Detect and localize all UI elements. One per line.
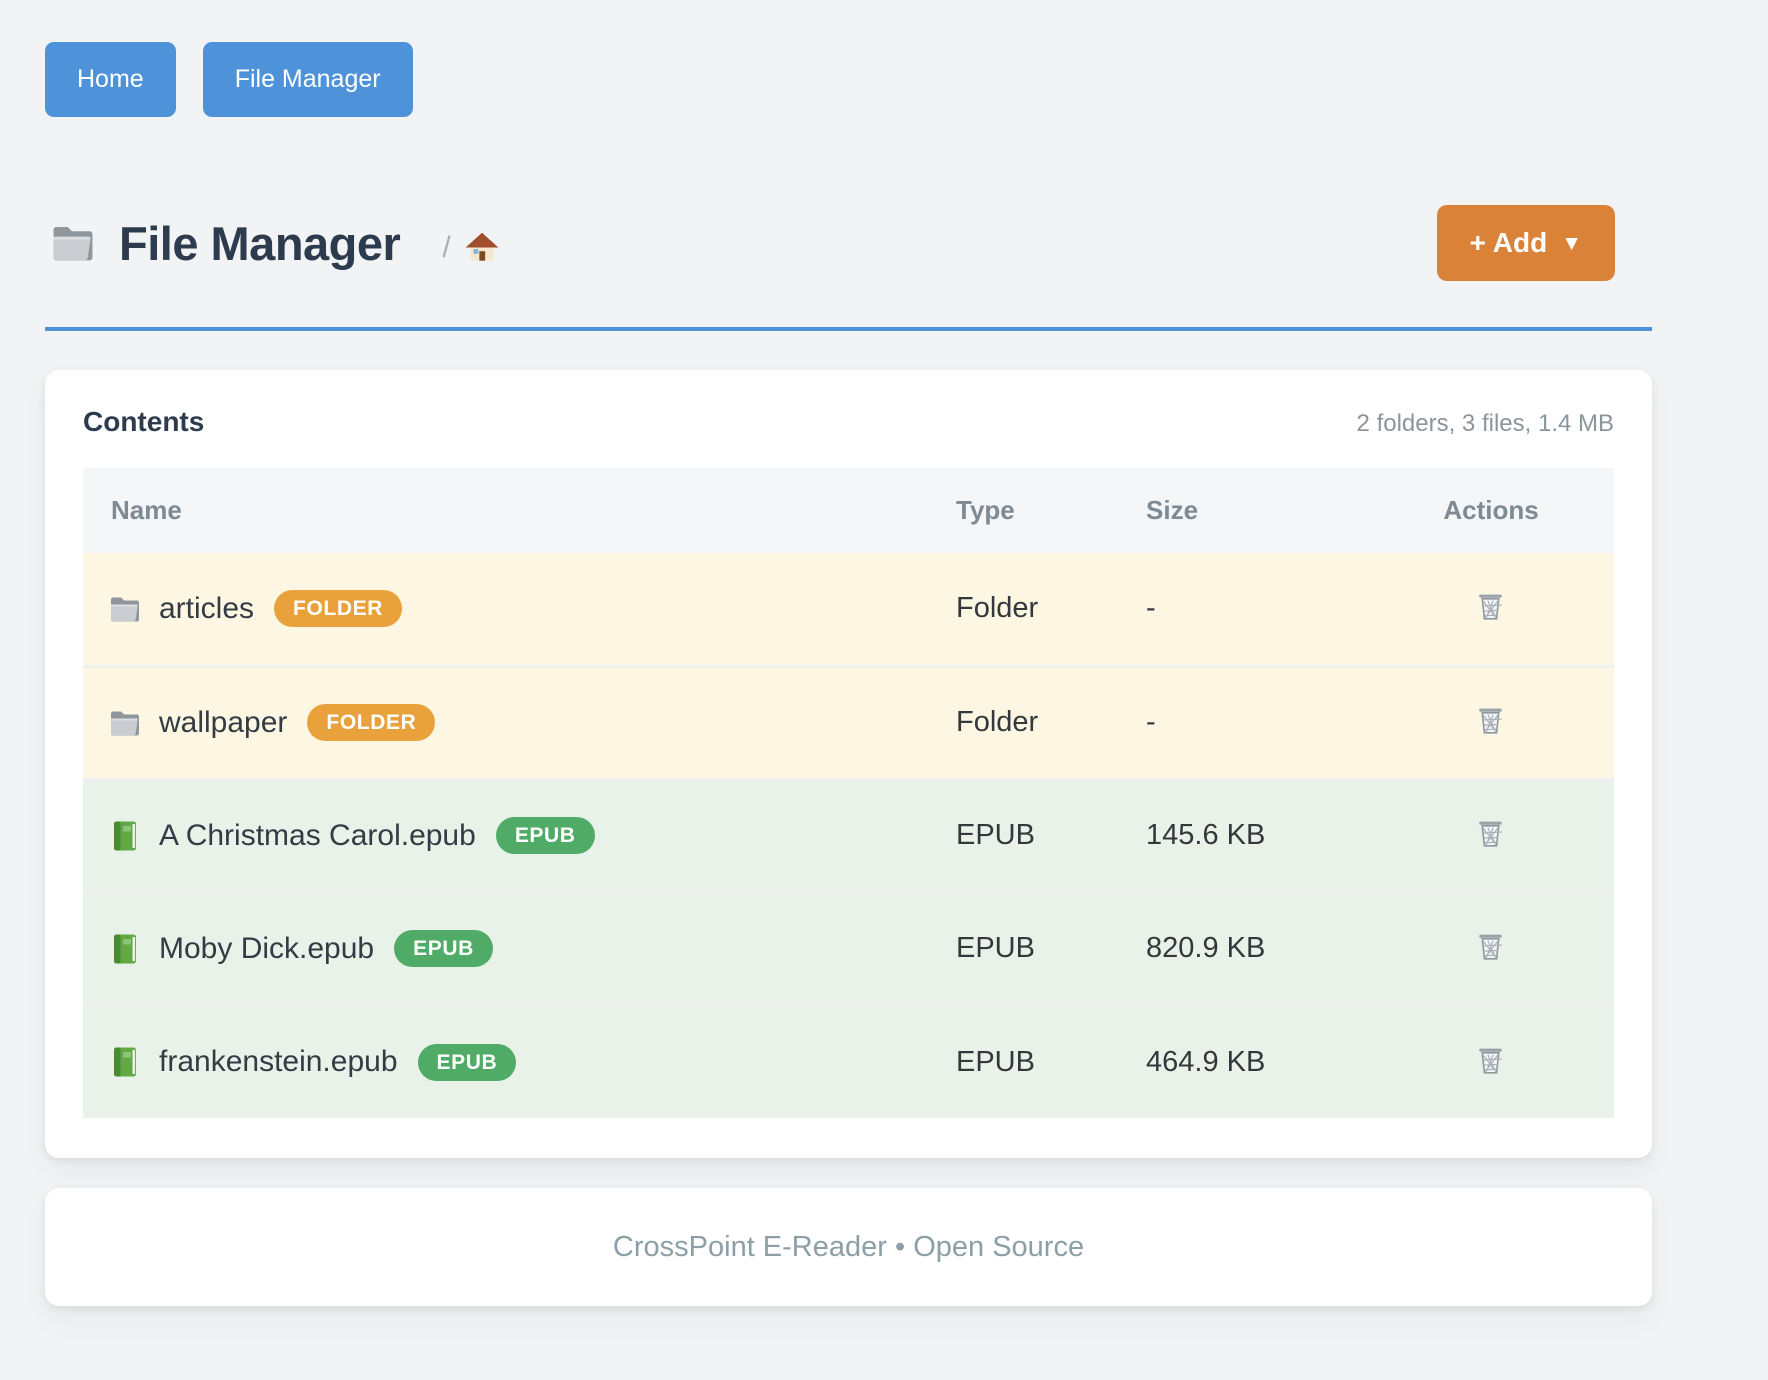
table-row: articles FOLDER Folder -	[83, 553, 1614, 666]
file-name[interactable]: wallpaper	[159, 705, 288, 739]
file-type: EPUB	[928, 1003, 1118, 1118]
delete-button[interactable]	[1468, 1038, 1513, 1083]
delete-button[interactable]	[1468, 698, 1513, 743]
breadcrumb-separator: /	[442, 231, 451, 264]
folder-icon	[45, 218, 101, 268]
header-divider	[45, 327, 1652, 331]
name-cell: frankenstein.epub EPUB	[83, 1003, 928, 1118]
contents-card-header: Contents 2 folders, 3 files, 1.4 MB	[83, 406, 1614, 438]
footer-text: CrossPoint E-Reader • Open Source	[612, 1230, 1085, 1263]
add-button-label: + Add	[1469, 227, 1548, 258]
name-cell: wallpaper FOLDER	[83, 664, 928, 779]
delete-button[interactable]	[1468, 584, 1513, 629]
file-type: Folder	[928, 553, 1118, 666]
file-name[interactable]: Moby Dick.epub	[159, 931, 375, 965]
file-table-header: Name Type Size Actions	[83, 468, 1614, 553]
trash-icon	[1472, 1042, 1509, 1079]
type-badge: EPUB	[495, 817, 595, 854]
book-icon	[107, 818, 143, 854]
file-table: Name Type Size Actions articles FOLDER Fol…	[83, 468, 1614, 1118]
page-header: File Manager / + Add ▼	[45, 205, 1652, 281]
file-name[interactable]: frankenstein.epub	[159, 1045, 398, 1079]
type-badge: EPUB	[417, 1043, 517, 1081]
page-container: Home File Manager File Manager / + Add ▼…	[45, 0, 1652, 1306]
table-row: frankenstein.epub EPUB EPUB 464.9 KB	[83, 1003, 1614, 1118]
column-header-actions: Actions	[1368, 468, 1614, 553]
actions-cell	[1368, 1003, 1614, 1118]
column-header-size: Size	[1118, 468, 1368, 553]
trash-icon	[1472, 815, 1509, 852]
trash-icon	[1472, 588, 1509, 625]
top-navigation: Home File Manager	[45, 0, 1652, 117]
file-size: 820.9 KB	[1118, 890, 1368, 1005]
file-type: EPUB	[928, 777, 1118, 892]
actions-cell	[1368, 890, 1614, 1005]
file-size: 464.9 KB	[1118, 1003, 1368, 1118]
file-size: 145.6 KB	[1118, 777, 1368, 892]
page-title-group: File Manager /	[45, 216, 501, 271]
trash-icon	[1472, 702, 1509, 739]
delete-button[interactable]	[1468, 811, 1513, 856]
file-name[interactable]: A Christmas Carol.epub	[159, 818, 476, 852]
table-row: wallpaper FOLDER Folder -	[83, 664, 1614, 779]
name-cell: articles FOLDER	[83, 553, 928, 666]
house-icon[interactable]	[463, 229, 501, 267]
delete-button[interactable]	[1468, 924, 1513, 969]
file-name[interactable]: articles	[159, 591, 255, 625]
column-header-name: Name	[83, 468, 928, 553]
name-cell: Moby Dick.epub EPUB	[83, 890, 928, 1005]
name-cell: A Christmas Carol.epub EPUB	[83, 777, 928, 892]
contents-title: Contents	[83, 406, 205, 437]
footer-card: CrossPoint E-Reader • Open Source	[45, 1188, 1652, 1306]
file-size: -	[1118, 664, 1368, 779]
breadcrumb: /	[442, 229, 500, 267]
add-button[interactable]: + Add ▼	[1436, 205, 1615, 281]
type-badge: FOLDER	[274, 590, 402, 628]
folder-icon	[107, 591, 143, 627]
book-icon	[107, 931, 143, 967]
file-type: EPUB	[928, 890, 1118, 1005]
contents-card: Contents 2 folders, 3 files, 1.4 MB Name…	[45, 370, 1652, 1158]
column-header-type: Type	[928, 468, 1118, 553]
nav-file-manager-button[interactable]: File Manager	[202, 42, 413, 117]
table-row: Moby Dick.epub EPUB EPUB 820.9 KB	[83, 890, 1614, 1005]
page-title: File Manager	[119, 216, 401, 270]
book-icon	[107, 1044, 143, 1080]
chevron-down-icon: ▼	[1561, 231, 1582, 255]
actions-cell	[1368, 553, 1614, 666]
actions-cell	[1368, 664, 1614, 779]
contents-summary: 2 folders, 3 files, 1.4 MB	[1356, 410, 1614, 437]
folder-icon	[107, 705, 143, 741]
file-type: Folder	[928, 664, 1118, 779]
table-row: A Christmas Carol.epub EPUB EPUB 145.6 KB	[83, 777, 1614, 892]
actions-cell	[1368, 777, 1614, 892]
type-badge: EPUB	[394, 930, 493, 967]
file-table-body: articles FOLDER Folder - wallpaper FOLDER Fold…	[83, 553, 1614, 1118]
nav-home-button[interactable]: Home	[45, 42, 176, 117]
type-badge: FOLDER	[307, 704, 436, 741]
trash-icon	[1472, 928, 1509, 965]
file-size: -	[1118, 553, 1368, 666]
